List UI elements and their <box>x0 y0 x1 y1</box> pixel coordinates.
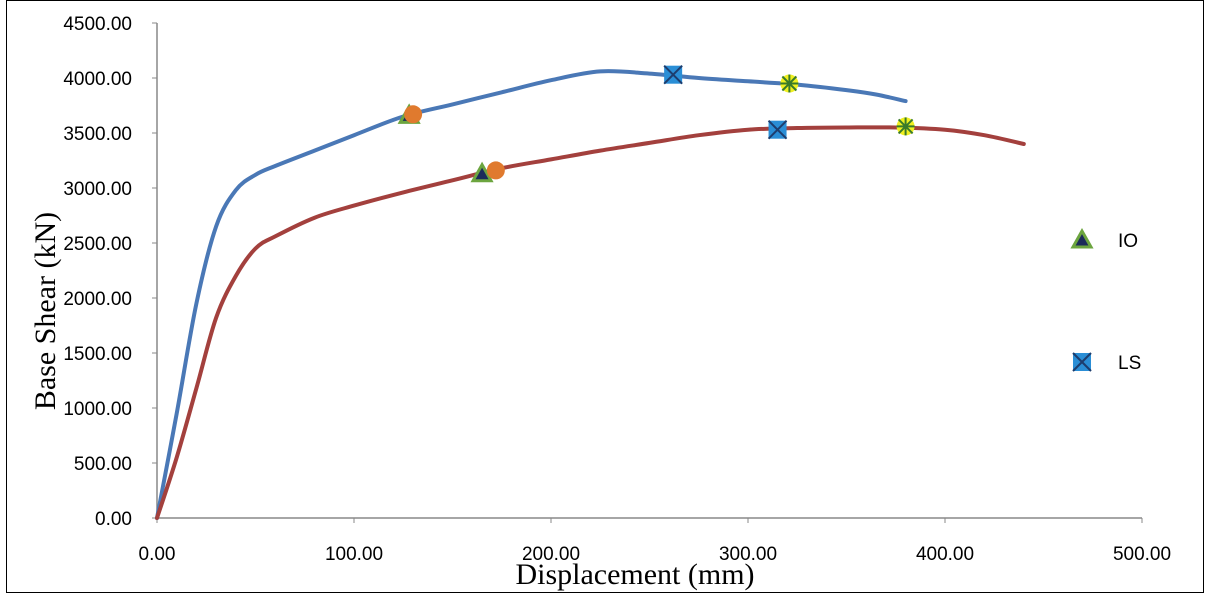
y-axis-title: Base Shear (kN) <box>29 212 62 410</box>
marker-square-x-1 <box>663 64 683 85</box>
x-tick-label: 200.00 <box>522 544 580 565</box>
chart-frame: 0.00 500.00 1000.00 1500.00 2000.00 2500.00 30… <box>6 0 1204 593</box>
marker-triangle-2 <box>470 161 494 183</box>
series-line-1 <box>155 69 908 520</box>
y-tick-label: 2000.00 <box>63 289 132 310</box>
marker-circle-1 <box>404 105 423 124</box>
chart: 0.00 500.00 1000.00 1500.00 2000.00 2500.00 30… <box>29 14 1171 591</box>
y-tick-label: 500.00 <box>74 454 132 475</box>
marker-star-1 <box>780 74 799 93</box>
legend-symbol-io <box>1070 227 1094 249</box>
y-ticks: 0.00 500.00 1000.00 1500.00 2000.00 2500.00 30… <box>63 14 157 530</box>
x-tick-label: 400.00 <box>916 544 974 565</box>
legend-label-ls: LS <box>1118 353 1141 374</box>
x-ticks: 0.00 100.00 200.00 300.00 400.00 500.00 <box>139 518 1171 565</box>
x-tick-label: 300.00 <box>719 544 777 565</box>
marker-star-2 <box>896 117 915 136</box>
legend-label-io: IO <box>1118 231 1138 252</box>
y-tick-label: 1500.00 <box>63 344 132 365</box>
markers-group <box>397 64 915 183</box>
y-tick-label: 3000.00 <box>63 179 132 200</box>
y-tick-label: 1000.00 <box>63 399 132 420</box>
series-group <box>155 69 1026 520</box>
x-tick-label: 100.00 <box>325 544 383 565</box>
x-tick-label: 500.00 <box>1113 544 1171 565</box>
marker-square-x-2 <box>767 119 788 140</box>
y-tick-label: 4500.00 <box>63 14 132 35</box>
x-axis-title: Displacement (mm) <box>515 558 754 591</box>
series-line-2 <box>155 125 1026 520</box>
axes <box>156 23 1142 519</box>
x-tick-label: 0.00 <box>139 544 176 565</box>
y-tick-label: 4000.00 <box>63 69 132 90</box>
marker-circle-2 <box>486 161 505 180</box>
y-tick-label: 3500.00 <box>63 124 132 145</box>
legend-symbol-ls <box>1072 352 1092 372</box>
y-tick-label: 2500.00 <box>63 234 132 255</box>
legend: IO LS <box>1070 227 1141 374</box>
y-tick-label: 0.00 <box>95 509 132 530</box>
